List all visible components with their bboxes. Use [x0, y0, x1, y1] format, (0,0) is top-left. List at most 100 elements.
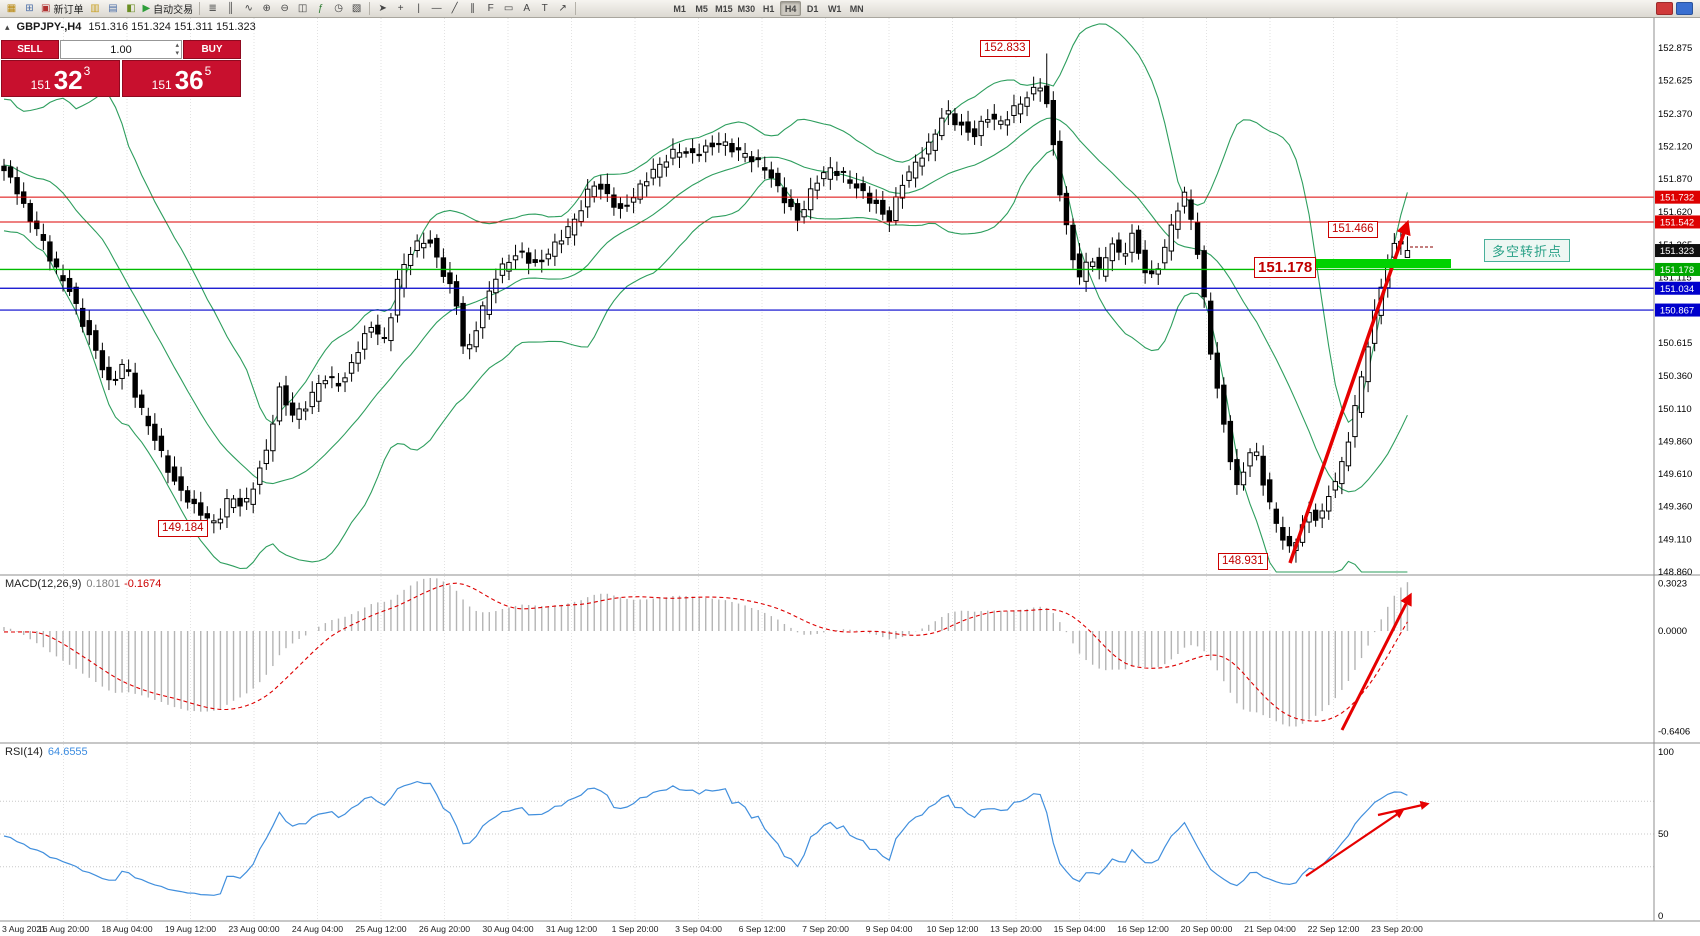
timeframe-w1-button[interactable]: W1: [827, 3, 842, 14]
label-icon[interactable]: T: [536, 1, 553, 16]
candle-up: [978, 120, 984, 137]
turning-point-label[interactable]: 多空转折点: [1484, 239, 1571, 262]
charts-grid-icon[interactable]: ▦: [3, 1, 20, 16]
autotrading-button[interactable]: ▶ 自动交易: [140, 1, 195, 16]
time-axis-label[interactable]: 24 Aug 04:00: [292, 924, 343, 934]
timeframe-h4-button[interactable]: H4: [780, 1, 802, 16]
timeframe-d1-button[interactable]: D1: [806, 3, 819, 14]
trend-arrow[interactable]: [1377, 800, 1430, 817]
time-axis-label[interactable]: 16 Sep 12:00: [1117, 924, 1169, 934]
candle-up: [361, 333, 368, 350]
panel-collapse-icon[interactable]: ▴: [5, 21, 10, 32]
buy-button[interactable]: BUY: [183, 40, 241, 59]
time-axis-label[interactable]: 19 Aug 12:00: [165, 924, 216, 934]
fibonacci-icon[interactable]: F: [482, 1, 499, 16]
candle-up: [670, 148, 676, 159]
line-chart-icon[interactable]: ∿: [240, 1, 257, 16]
price-callout-151.178[interactable]: 151.178: [1254, 257, 1317, 278]
time-axis-label[interactable]: 22 Sep 12:00: [1308, 924, 1360, 934]
trend-arrow[interactable]: [1305, 809, 1405, 877]
crosshair-icon[interactable]: +: [392, 1, 409, 16]
timeframe-mn-button[interactable]: MN: [849, 3, 864, 14]
timeframe-m30-button[interactable]: M30: [737, 3, 756, 14]
time-axis-label[interactable]: 15 Sep 04:00: [1054, 924, 1106, 934]
arrow-tools-icon[interactable]: ↗: [554, 1, 571, 16]
trend-arrow[interactable]: [1288, 219, 1411, 564]
vertical-line-icon[interactable]: |: [410, 1, 427, 16]
tile-windows-icon[interactable]: ◫: [294, 1, 311, 16]
horizontal-line-icon[interactable]: —: [428, 1, 445, 16]
time-axis-label[interactable]: 16 Aug 20:00: [38, 924, 89, 934]
candle-down: [53, 258, 60, 268]
candle-up: [742, 152, 748, 158]
candle-up: [480, 305, 486, 329]
highlight-bar[interactable]: [1315, 259, 1451, 268]
shapes-icon[interactable]: ▭: [500, 1, 517, 16]
candle-down: [768, 169, 775, 179]
time-axis-label[interactable]: 21 Sep 04:00: [1244, 924, 1296, 934]
timeframe-h1-button[interactable]: H1: [762, 3, 775, 14]
time-axis-label[interactable]: 18 Aug 04:00: [101, 924, 152, 934]
trend-arrow[interactable]: [1340, 592, 1412, 731]
candle-down: [866, 192, 873, 204]
sell-button[interactable]: SELL: [1, 40, 59, 59]
time-axis-label[interactable]: 20 Sep 00:00: [1181, 924, 1233, 934]
price-badge-value: 151.178: [1660, 265, 1694, 276]
time-axis-label[interactable]: 9 Sep 04:00: [866, 924, 913, 934]
news-blue-icon[interactable]: [1676, 2, 1693, 15]
candle-up: [814, 182, 820, 191]
new-chart-icon[interactable]: ⊞: [21, 1, 38, 16]
price-axis-label: 151.870: [1658, 174, 1692, 185]
time-axis-label[interactable]: 25 Aug 12:00: [355, 924, 406, 934]
candle-up: [230, 498, 237, 509]
volume-field[interactable]: 1.00 ▴ ▾: [60, 40, 182, 59]
periods-icon[interactable]: ◷: [330, 1, 347, 16]
timeframe-m1-button[interactable]: M1: [673, 3, 686, 14]
zoom-in-icon[interactable]: ⊕: [258, 1, 275, 16]
alert-red-icon[interactable]: [1656, 2, 1673, 15]
volume-up-icon[interactable]: ▴: [175, 42, 179, 49]
price-callout-152.833[interactable]: 152.833: [980, 40, 1030, 57]
candle-down: [99, 350, 106, 371]
bar-chart-icon[interactable]: ≣: [204, 1, 221, 16]
time-axis-label[interactable]: 7 Sep 20:00: [802, 924, 849, 934]
sell-price-button[interactable]: 151 32 3: [1, 60, 120, 97]
zoom-out-icon[interactable]: ⊖: [276, 1, 293, 16]
time-axis-label[interactable]: 31 Aug 12:00: [546, 924, 597, 934]
market-watch-icon[interactable]: ▥: [86, 1, 103, 16]
data-window-icon[interactable]: ▤: [104, 1, 121, 16]
trendline-icon[interactable]: ╱: [446, 1, 463, 16]
time-axis-label[interactable]: 30 Aug 04:00: [482, 924, 533, 934]
timeframe-m15-button[interactable]: M15: [715, 3, 733, 14]
time-axis-label[interactable]: 6 Sep 12:00: [739, 924, 786, 934]
candle-down: [198, 502, 204, 516]
candle-down: [27, 203, 33, 223]
time-axis-label[interactable]: 3 Aug 2021: [2, 924, 46, 934]
volume-down-icon[interactable]: ▾: [175, 50, 179, 57]
templates-icon[interactable]: ▧: [348, 1, 365, 16]
price-axis-label: 152.120: [1658, 142, 1692, 153]
timeframe-m5-button[interactable]: M5: [695, 3, 708, 14]
candle-up: [932, 133, 938, 151]
time-axis-label[interactable]: 26 Aug 20:00: [419, 924, 470, 934]
time-axis-label[interactable]: 10 Sep 12:00: [927, 924, 979, 934]
time-axis-label[interactable]: 23 Aug 00:00: [228, 924, 279, 934]
candle-down: [991, 113, 997, 120]
price-callout-151.466[interactable]: 151.466: [1328, 221, 1378, 238]
navigator-icon[interactable]: ◧: [122, 1, 139, 16]
price-callout-149.184[interactable]: 149.184: [158, 520, 208, 537]
candle-up: [1319, 510, 1325, 519]
cursor-icon[interactable]: ➤: [374, 1, 391, 16]
new-order-button[interactable]: ▣ 新订单: [39, 1, 85, 16]
candlestick-chart-icon[interactable]: ║: [222, 1, 239, 16]
time-axis-label[interactable]: 23 Sep 20:00: [1371, 924, 1423, 934]
price-callout-148.931[interactable]: 148.931: [1218, 553, 1268, 570]
buy-price-sup: 5: [204, 64, 212, 78]
text-icon[interactable]: A: [518, 1, 535, 16]
buy-price-button[interactable]: 151 36 5: [122, 60, 241, 97]
channel-icon[interactable]: ∥: [464, 1, 481, 16]
time-axis-label[interactable]: 13 Sep 20:00: [990, 924, 1042, 934]
time-axis-label[interactable]: 1 Sep 20:00: [612, 924, 659, 934]
indicators-icon[interactable]: ƒ: [312, 1, 329, 16]
time-axis-label[interactable]: 3 Sep 04:00: [675, 924, 722, 934]
